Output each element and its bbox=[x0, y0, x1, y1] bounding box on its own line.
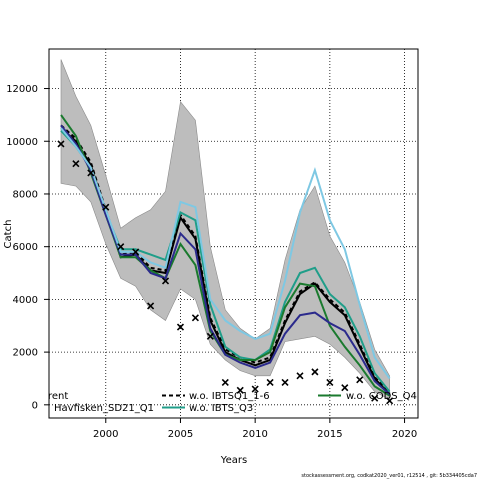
x-tick-label-4: 2020 bbox=[392, 429, 417, 440]
observation-marker-18 bbox=[326, 378, 334, 386]
y-tick-label-5: 10000 bbox=[6, 137, 38, 148]
observation-marker-11 bbox=[221, 378, 229, 386]
x-axis-label: Years bbox=[220, 455, 247, 466]
observation-marker-19 bbox=[341, 384, 349, 392]
y-tick-label-3: 6000 bbox=[13, 242, 38, 253]
observation-marker-4 bbox=[117, 243, 125, 251]
y-tick-label-2: 4000 bbox=[13, 295, 38, 306]
y-tick-label-1: 2000 bbox=[13, 348, 38, 359]
observation-markers-group bbox=[57, 140, 394, 405]
x-tick-label-1: 2005 bbox=[168, 429, 193, 440]
series-line-5 bbox=[60, 127, 391, 380]
observation-marker-12 bbox=[236, 386, 244, 394]
y-tick-label-6: 12000 bbox=[6, 84, 38, 95]
x-tick-label-0: 2000 bbox=[93, 429, 118, 440]
observation-marker-9 bbox=[191, 314, 199, 322]
series-line-4 bbox=[60, 124, 391, 396]
series-lines-group bbox=[60, 114, 391, 397]
y-tick-label-0: 0 bbox=[32, 400, 38, 411]
observation-marker-15 bbox=[281, 378, 289, 386]
observation-marker-1 bbox=[72, 160, 80, 168]
axes-group: 2000 2005 2010 2015 2020 0 2000 4000 6000 8000 100… bbox=[6, 48, 419, 440]
observation-marker-21 bbox=[371, 394, 379, 402]
observation-marker-10 bbox=[206, 332, 214, 340]
y-axis-label: Catch bbox=[3, 220, 14, 249]
observation-marker-8 bbox=[176, 323, 185, 331]
x-tick-label-3: 2015 bbox=[317, 429, 342, 440]
observation-marker-13 bbox=[251, 385, 259, 393]
legend-label-2: w.o. IBTSQ1_1-6 bbox=[189, 391, 270, 402]
legend-label-4: w.o. CODS_Q4 bbox=[346, 391, 417, 402]
legend-label-0: rent bbox=[48, 391, 68, 402]
x-tick-label-2: 2010 bbox=[242, 429, 267, 440]
observation-marker-17 bbox=[311, 368, 319, 376]
y-tick-label-4: 8000 bbox=[13, 189, 38, 200]
observation-marker-6 bbox=[147, 302, 155, 310]
observation-marker-16 bbox=[296, 372, 304, 380]
plot-frame bbox=[48, 48, 419, 419]
observation-marker-20 bbox=[356, 376, 364, 384]
observation-marker-22 bbox=[386, 397, 394, 405]
observation-marker-14 bbox=[266, 378, 274, 386]
observation-marker-7 bbox=[161, 277, 170, 285]
observation-marker-5 bbox=[132, 248, 140, 256]
footer-note: stockassessment.org, codkat2020_ver01, r… bbox=[301, 473, 477, 479]
observation-marker-3 bbox=[102, 203, 110, 211]
legend-label-1: Havfisken_SD21_Q1 bbox=[54, 403, 154, 414]
observation-marker-2 bbox=[87, 169, 95, 177]
observation-marker-0 bbox=[57, 140, 65, 148]
legend-label-3: w.o. IBTS_Q3 bbox=[189, 403, 253, 414]
